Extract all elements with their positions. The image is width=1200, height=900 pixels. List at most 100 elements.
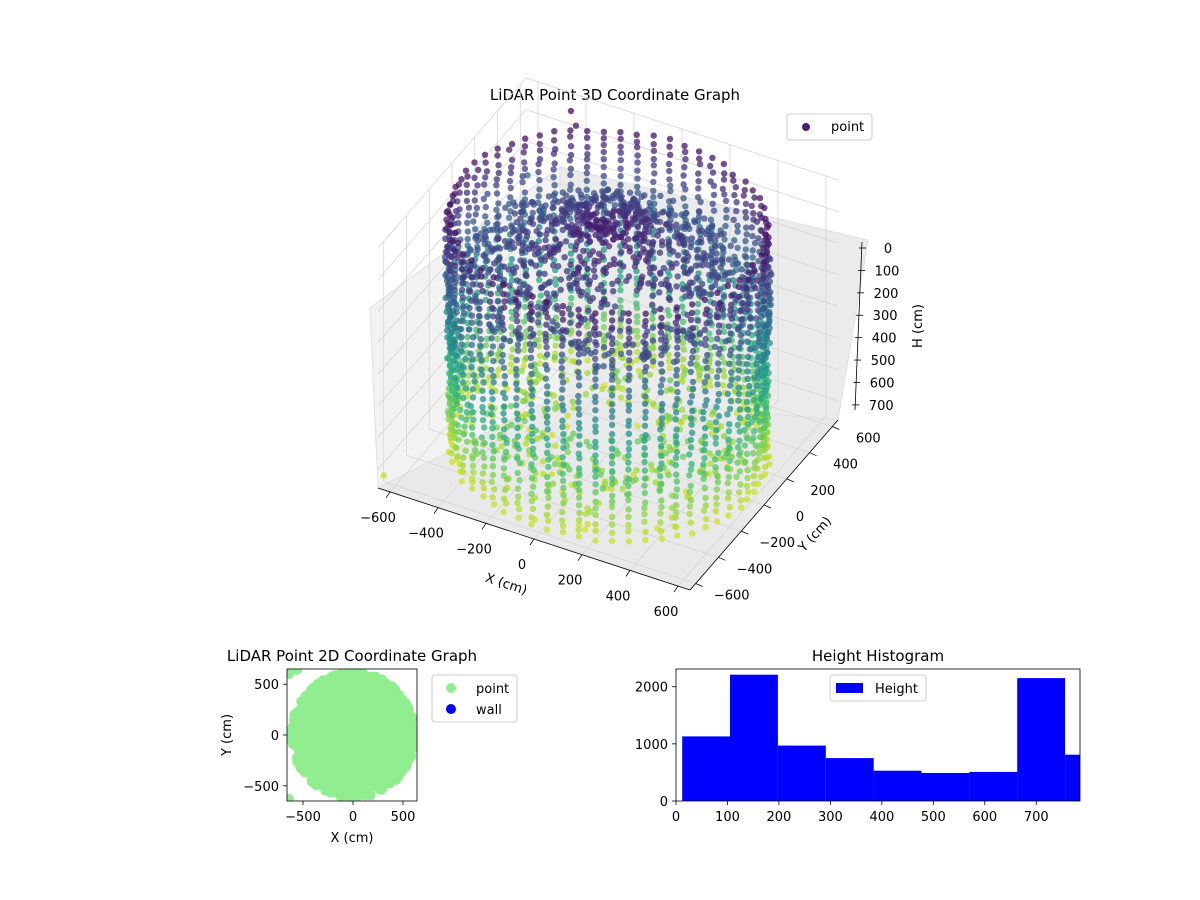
scatter-3d-point xyxy=(591,273,599,280)
scatter-3d-point xyxy=(620,238,628,246)
scatter-3d-point xyxy=(512,328,519,335)
scatter-3d-point xyxy=(569,398,576,406)
scatter-3d-point xyxy=(681,142,688,150)
scatter-3d-point xyxy=(710,300,718,307)
scatter-3d-point xyxy=(555,246,562,253)
scatter-3d-point xyxy=(557,286,564,293)
scatter-3d-point xyxy=(730,177,737,184)
scatter-3d-point xyxy=(493,182,500,189)
scatter-3d-point xyxy=(743,482,751,490)
scatter-3d-point xyxy=(658,420,665,428)
scatter-3d-point xyxy=(725,323,732,330)
scatter-3d-point xyxy=(641,422,649,429)
scatter-3d-point xyxy=(741,186,748,194)
scatter-3d-point xyxy=(449,412,456,419)
scatter-3d-point xyxy=(608,437,616,445)
scatter-3d-point xyxy=(706,271,713,279)
scatter-3d-point xyxy=(700,507,708,514)
scatter-3d-point xyxy=(521,417,528,425)
scatter-2d-point xyxy=(385,701,395,712)
scatter-3d-point xyxy=(708,336,715,343)
scatter-3d-point xyxy=(454,422,462,429)
scatter-3d-point xyxy=(734,228,741,235)
scatter-3d-point xyxy=(500,410,507,417)
scatter-3d-point xyxy=(552,281,559,288)
scatter-3d-point xyxy=(742,458,749,465)
scatter-3d-point xyxy=(502,204,509,211)
scatter-3d-point xyxy=(600,324,608,331)
scatter-3d-point xyxy=(712,259,719,266)
scatter-3d-point xyxy=(545,494,552,501)
scatter-3d-point xyxy=(467,350,474,357)
scatter-3d-point xyxy=(634,159,641,166)
scatter-3d-point xyxy=(463,409,470,416)
scatter-3d-point xyxy=(513,380,520,387)
scatter-3d-point xyxy=(495,366,502,373)
grid-floor-x-6 xyxy=(677,415,827,587)
scatter-3d-point xyxy=(508,140,516,148)
scatter-2d-point xyxy=(357,773,368,784)
x-tick-3d-1 xyxy=(433,507,439,514)
scatter-3d-point xyxy=(665,160,673,168)
scatter-3d-point xyxy=(528,521,535,528)
scatter-2d-point xyxy=(310,741,321,752)
scatter-3d-point xyxy=(743,496,751,503)
scatter-3d-point xyxy=(724,480,731,487)
scatter-3d-point xyxy=(544,426,551,433)
scatter-3d-point xyxy=(560,500,567,507)
scatter-3d-point xyxy=(634,144,641,151)
scatter-3d-point xyxy=(467,247,475,254)
scatter-3d-point xyxy=(729,171,736,178)
scatter-3d-point xyxy=(721,170,728,177)
scatter-3d-point xyxy=(608,460,616,467)
scatter-3d-point xyxy=(592,423,599,430)
scatter-3d-point xyxy=(488,383,495,391)
scatter-3d-point xyxy=(482,213,489,220)
scatter-3d-point xyxy=(559,310,566,317)
scatter-3d-point xyxy=(752,284,759,292)
scatter-3d-point xyxy=(673,260,680,267)
scatter-3d-point xyxy=(727,306,734,314)
scatter-3d-point xyxy=(555,263,562,270)
scatter-3d-point xyxy=(617,286,624,294)
scatter-3d-point xyxy=(735,344,743,351)
scatter-3d-point xyxy=(617,315,625,323)
scatter-3d-point xyxy=(642,332,649,339)
scatter-3d-point xyxy=(666,135,674,143)
scatter-3d-point xyxy=(758,283,766,291)
scatter-3d-point xyxy=(713,518,721,525)
scatter-3d-point xyxy=(528,461,535,468)
scatter-3d-point xyxy=(586,508,594,515)
scatter-3d-point xyxy=(462,355,469,363)
histogram-bar xyxy=(921,773,970,801)
scatter-3d-point xyxy=(490,274,497,281)
scatter-3d-point xyxy=(499,351,506,359)
scatter-3d-point xyxy=(568,341,576,348)
scatter-3d-point xyxy=(758,441,765,449)
scatter-3d-point xyxy=(520,281,527,289)
scatter-3d-point xyxy=(614,277,621,284)
scatter-3d-point xyxy=(760,244,767,252)
scatter-2d-point xyxy=(389,738,400,749)
scatter-3d-point xyxy=(629,197,636,205)
scatter-3d-point xyxy=(549,431,556,439)
scatter-3d-point xyxy=(494,335,501,343)
scatter-3d-point xyxy=(611,202,618,209)
scatter-3d-point xyxy=(741,442,748,449)
scatter-3d-point xyxy=(609,401,616,408)
scatter-2d-point xyxy=(396,745,406,756)
scatter-3d-point xyxy=(559,470,566,478)
scatter-3d-point xyxy=(728,376,735,383)
scatter-3d-point xyxy=(523,272,530,280)
scatter-3d-point xyxy=(584,292,591,299)
scatter-3d-point xyxy=(744,261,751,269)
scatter-3d-point xyxy=(487,350,495,357)
scatter-3d-point xyxy=(507,361,515,368)
scatter-3d-point xyxy=(617,156,624,164)
scatter-3d-point xyxy=(760,268,767,276)
scatter-3d-point xyxy=(523,354,530,362)
scatter-3d-point xyxy=(500,290,507,298)
scatter-3d-point xyxy=(567,165,575,172)
scatter-3d-point xyxy=(471,189,479,196)
